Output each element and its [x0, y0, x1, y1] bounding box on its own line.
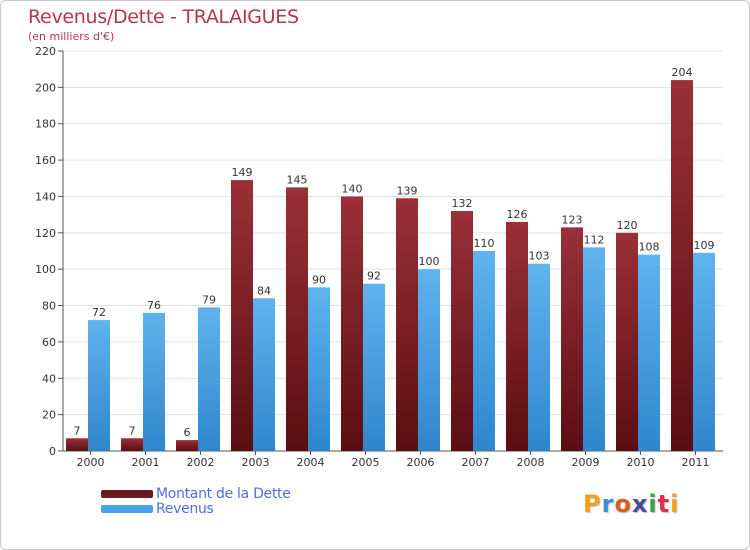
- data-label: 6: [184, 426, 191, 439]
- logo-letter: r: [601, 490, 615, 518]
- legend-swatch-debt: [101, 490, 153, 498]
- y-tick-label: 120: [35, 227, 56, 240]
- y-tick-label: 200: [35, 81, 56, 94]
- y-tick-label: 100: [35, 263, 56, 276]
- x-tick-label: 2009: [572, 456, 600, 469]
- y-tick-label: 80: [42, 300, 56, 313]
- data-label: 108: [639, 241, 660, 254]
- bar-dette: [176, 440, 198, 451]
- bar-revenus: [143, 312, 165, 451]
- data-label: 149: [232, 166, 253, 179]
- logo-letter: x: [631, 490, 649, 518]
- bar-dette: [341, 196, 363, 451]
- bar-revenus: [583, 247, 605, 451]
- data-label: 132: [452, 197, 473, 210]
- y-tick-label: 20: [42, 409, 56, 422]
- data-label: 92: [367, 270, 381, 283]
- bar-dette: [286, 187, 308, 451]
- legend-label-debt: Montant de la Dette: [156, 486, 291, 502]
- logo-letter: P: [583, 490, 602, 518]
- data-label: 79: [202, 293, 216, 306]
- chart-subtitle: (en milliers d'€): [28, 30, 115, 43]
- bar-revenus: [638, 254, 660, 451]
- x-tick-label: 2004: [297, 456, 325, 469]
- bars: [66, 80, 715, 451]
- data-label: 110: [474, 237, 495, 250]
- grid-lines: [63, 50, 723, 452]
- x-tick-label: 2008: [517, 456, 545, 469]
- x-tick-label: 2003: [242, 456, 270, 469]
- data-label: 140: [342, 182, 363, 195]
- bar-dette: [561, 227, 583, 451]
- bar-revenus: [198, 307, 220, 451]
- bar-dette: [671, 80, 693, 451]
- proxiti-logo: Proxiti: [583, 490, 679, 518]
- data-label: 103: [529, 250, 550, 263]
- legend-label-revenus: Revenus: [156, 501, 214, 517]
- data-label: 109: [694, 239, 715, 252]
- x-tick-label: 2010: [627, 456, 655, 469]
- data-label: 100: [419, 255, 440, 268]
- bar-revenus: [308, 287, 330, 451]
- bar-revenus: [473, 251, 495, 451]
- chart-title: Revenus/Dette - TRALAIGUES: [28, 6, 299, 28]
- data-label: 90: [312, 273, 326, 286]
- logo-letter: t: [657, 490, 671, 518]
- y-tick-label: 0: [49, 445, 56, 458]
- y-tick-label: 180: [35, 118, 56, 131]
- bar-dette: [231, 180, 253, 451]
- bar-dette: [506, 221, 528, 451]
- x-tick-label: 2001: [132, 456, 160, 469]
- bar-revenus: [418, 269, 440, 451]
- x-tick-label: 2002: [187, 456, 215, 469]
- data-label: 120: [617, 219, 638, 232]
- logo-letter: i: [670, 490, 680, 518]
- bar-revenus: [88, 320, 110, 451]
- data-label: 145: [287, 173, 308, 186]
- x-tick-label: 2005: [352, 456, 380, 469]
- data-label: 139: [397, 184, 418, 197]
- data-label: 204: [672, 66, 693, 79]
- x-tick-label: 2000: [77, 456, 105, 469]
- x-tick-label: 2007: [462, 456, 490, 469]
- logo-letter: o: [614, 490, 632, 518]
- x-tick-label: 2006: [407, 456, 435, 469]
- data-label: 7: [74, 424, 81, 437]
- data-label: 123: [562, 213, 583, 226]
- logo-letter: i: [648, 490, 658, 518]
- legend-swatch-revenus: [101, 505, 153, 513]
- bar-dette: [451, 211, 473, 451]
- data-label: 76: [147, 299, 161, 312]
- x-tick-label: 2011: [682, 456, 710, 469]
- bar-dette: [396, 198, 418, 451]
- bar-revenus: [528, 263, 550, 451]
- y-tick-label: 140: [35, 190, 56, 203]
- data-label: 112: [584, 233, 605, 246]
- axes: 0 20 40 60 80 100 120 140 160 180 200 220 2000 2001 20…: [35, 45, 723, 469]
- data-label: 7: [129, 424, 136, 437]
- bar-revenus: [693, 252, 715, 451]
- data-label: 84: [257, 284, 271, 297]
- y-tick-label: 220: [35, 45, 56, 58]
- bar-revenus: [363, 283, 385, 451]
- bar-dette: [66, 438, 88, 451]
- bar-dette: [121, 438, 143, 451]
- bar-revenus: [253, 298, 275, 451]
- y-tick-label: 40: [42, 372, 56, 385]
- data-label: 72: [92, 306, 106, 319]
- data-label: 126: [507, 208, 528, 221]
- bar-dette: [616, 232, 638, 451]
- y-tick-label: 60: [42, 336, 56, 349]
- y-tick-label: 160: [35, 154, 56, 167]
